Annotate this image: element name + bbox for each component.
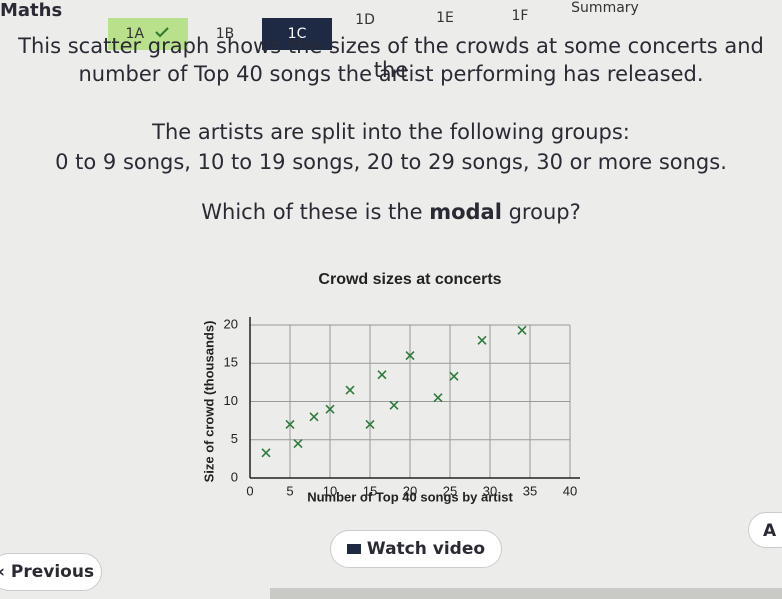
prompt-text: group? [501,200,581,224]
x-tick-label: 15 [363,483,377,498]
data-point [477,335,487,345]
x-tick-label: 5 [286,483,293,498]
cross-stroke [477,335,487,345]
tab[interactable]: 1A [108,18,188,50]
tab[interactable]: 1B [215,26,235,42]
tab[interactable]: 1E [436,10,454,26]
y-tick-label: 0 [231,469,238,484]
x-tick-label: 30 [483,483,497,498]
x-tick-label: 10 [323,483,337,498]
video-icon [346,544,361,554]
cross-stroke [285,419,295,430]
cross-stroke [345,385,355,395]
question-line: 0 to 9 songs, 10 to 19 songs, 20 to 29 s… [55,150,727,174]
x-axis-label: Number of Top 40 songs by artist [307,489,513,504]
cross-stroke [449,371,459,381]
tab[interactable]: Summary [571,0,639,16]
x-tick-label: 0 [246,483,253,498]
cross-stroke [377,370,387,380]
chart-title: Crowd sizes at concerts [318,271,501,288]
y-tick-label: 15 [224,355,238,370]
question-line: This scatter graph shows the sizes of th… [18,34,764,82]
data-point [293,439,303,449]
cross-stroke [261,448,271,458]
data-point [309,412,319,422]
chart: Crowd sizes at concerts Number of Top 40 … [201,271,580,504]
prompt-bold: modal [429,200,502,224]
button-label: Watch video [366,539,486,559]
cross-stroke [325,404,335,414]
data-point [389,400,399,410]
tab[interactable]: 1C [262,18,332,50]
button-label: Previous [10,562,95,582]
data-point [449,371,459,381]
cross-stroke [293,439,303,449]
question-line: number of Top 40 songs the artist perfor… [78,62,704,86]
data-point [377,370,387,380]
data-point [285,419,295,430]
x-tick-label: 20 [403,483,417,498]
tab-label: 1A [125,26,145,42]
check-icon [155,27,170,38]
subject: Maths [0,0,63,21]
question-line: The artists are split into the following… [152,120,630,144]
data-point [365,419,375,430]
cross-stroke [517,325,527,335]
x-tick-label: 40 [563,483,577,498]
data-point [433,393,443,403]
tab[interactable]: 1F [511,8,529,24]
data-point [405,351,415,361]
cross-stroke [309,412,319,422]
footer-bar [270,588,782,599]
x-tick-label: 35 [523,483,537,498]
data-point [345,385,355,395]
y-tick-label: 10 [224,393,238,408]
tab[interactable]: 1D [355,12,375,28]
cross-stroke [365,419,375,430]
cross-stroke [433,393,443,403]
y-tick-label: 5 [231,431,238,446]
cross-stroke [389,400,399,410]
x-tick-label: 25 [443,483,457,498]
data-point [261,448,271,458]
y-axis-label: Size of crowd (thousands) [201,321,216,483]
prompt-text: Which of these is the [201,200,430,224]
y-tick-label: 20 [224,316,238,331]
data-point [325,404,335,414]
answer-button[interactable]: A [748,512,782,548]
cross-stroke [405,351,415,361]
question-prompt: Which of these is the modal group? [0,200,782,224]
watch-video-button[interactable]: Watch video [330,530,502,568]
data-point [517,325,527,335]
previous-button[interactable]: ‹ Previous [0,553,102,591]
